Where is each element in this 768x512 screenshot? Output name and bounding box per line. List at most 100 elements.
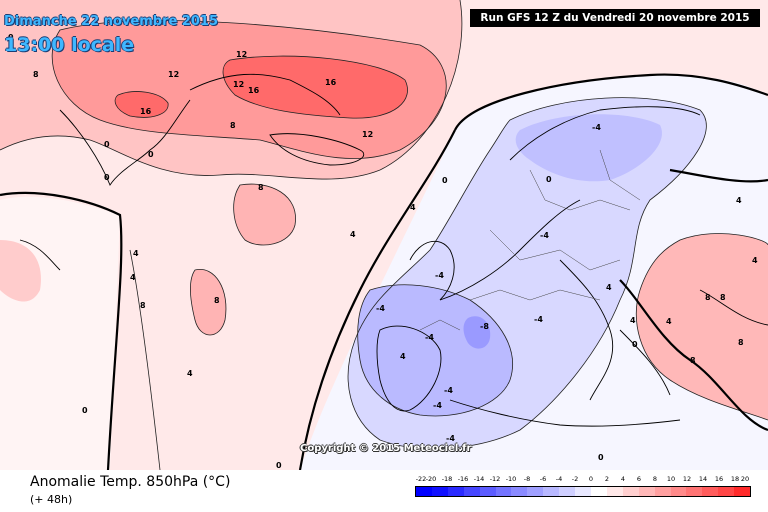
- legend-label: 2: [604, 475, 610, 483]
- contour-label: 0: [276, 461, 282, 470]
- contour-label: 4: [630, 316, 636, 325]
- copyright-watermark: Copyright © 2015 Meteociel.fr: [300, 443, 472, 454]
- contour-label: 8: [230, 121, 236, 130]
- contour-label: -4: [592, 123, 601, 132]
- legend-label: -2: [571, 475, 579, 483]
- legend-swatch: [734, 487, 751, 496]
- legend-label: -18: [441, 475, 453, 483]
- legend-label: -22: [415, 475, 427, 483]
- contour-label: 4: [666, 317, 672, 326]
- legend-swatch: [463, 487, 480, 496]
- legend-label: -14: [473, 475, 485, 483]
- map-footer: Anomalie Temp. 850hPa (°C) (+ 48h) -22 -2…: [0, 470, 768, 512]
- legend-swatch: [431, 487, 448, 496]
- legend-label: -16: [457, 475, 469, 483]
- contour-label: 0: [148, 150, 154, 159]
- contour-label: 8: [214, 296, 220, 305]
- legend-label: 6: [636, 475, 642, 483]
- legend-swatch: [670, 487, 687, 496]
- contour-label: -4: [540, 231, 549, 240]
- weather-map: 12 12 12 16 16 16 12 8 8 8 4 4 4 4 4 4 0…: [0, 0, 768, 470]
- contour-label: -4: [433, 401, 442, 410]
- legend-label: 14: [698, 475, 708, 483]
- contour-label: 12: [236, 50, 247, 59]
- legend-label: 12: [682, 475, 692, 483]
- warm-zone-west-edge: [0, 240, 41, 302]
- contour-label: 0: [82, 406, 88, 415]
- zero-isotherm: [0, 73, 768, 470]
- contour-label: 4: [133, 249, 139, 258]
- contour-label: 4: [410, 203, 416, 212]
- cold-zone-8: [463, 316, 491, 349]
- legend-label: -10: [505, 475, 517, 483]
- contour-label: -8: [480, 322, 489, 331]
- warm-zone-8-south: [190, 269, 226, 335]
- warm-zone-16: [223, 56, 408, 119]
- legend-label: 4: [620, 475, 626, 483]
- legend-swatch: [543, 487, 560, 496]
- contour-label: 16: [325, 78, 337, 87]
- contour-label: -4: [435, 271, 444, 280]
- contour-label: -4: [425, 333, 434, 342]
- legend-swatch: [654, 487, 671, 496]
- contour-label: 8: [705, 293, 711, 302]
- legend-swatch: [447, 487, 464, 496]
- contour-label: -4: [534, 315, 543, 324]
- contour-label: 4: [606, 283, 612, 292]
- legend-swatch: [686, 487, 703, 496]
- run-info-banner: Run GFS 12 Z du Vendredi 20 novembre 201…: [470, 9, 760, 27]
- legend-label: 18: [730, 475, 740, 483]
- legend-swatch: [495, 487, 512, 496]
- contour-label: 0: [632, 340, 638, 349]
- contour-labels: 12 12 12 16 16 16 12 8 8 8 4 4 4 4 4 4 0…: [8, 33, 758, 470]
- legend-label: -12: [489, 475, 501, 483]
- contour-label: 8: [33, 70, 39, 79]
- contour-label: 0: [546, 175, 552, 184]
- contour-label: -4: [446, 434, 455, 443]
- contour-label: 12: [233, 80, 244, 89]
- contour-label: 8: [690, 356, 696, 365]
- map-canvas: 12 12 12 16 16 16 12 8 8 8 4 4 4 4 4 4 0…: [0, 0, 768, 470]
- legend-swatch: [702, 487, 719, 496]
- contour-label: 0: [104, 173, 110, 182]
- legend-swatch: [606, 487, 623, 496]
- contour-label: -4: [444, 386, 453, 395]
- isotherm-lines: [0, 0, 768, 470]
- legend-label: 16: [714, 475, 724, 483]
- map-title: Anomalie Temp. 850hPa (°C): [30, 474, 231, 490]
- contour-label: 0: [104, 140, 110, 149]
- contour-label: -4: [376, 304, 385, 313]
- contour-label: 8: [258, 183, 264, 192]
- country-borders: [419, 149, 641, 331]
- legend-label: -8: [523, 475, 531, 483]
- warm-zone-east: [636, 233, 768, 420]
- legend-label: 0: [588, 475, 594, 483]
- legend-label: 10: [666, 475, 676, 483]
- legend-swatch: [622, 487, 639, 496]
- contour-label: 12: [168, 70, 179, 79]
- contour-label: 4: [187, 369, 193, 378]
- legend-swatch: [718, 487, 735, 496]
- contour-label: 4: [350, 230, 356, 239]
- contour-label: 4: [130, 273, 136, 282]
- legend-swatch: [527, 487, 544, 496]
- contour-label: 12: [362, 130, 373, 139]
- legend-swatch: [479, 487, 496, 496]
- legend-swatch: [575, 487, 591, 496]
- contour-label: 0: [8, 33, 14, 42]
- contour-label: 4: [752, 256, 758, 265]
- legend-label: 20: [740, 475, 750, 483]
- color-legend: -22 -20 -18 -16 -14 -12 -10 -8 -6 -4 -2 0 2 4 6 8 10 12 14…: [415, 475, 751, 505]
- legend-swatch: [511, 487, 528, 496]
- warm-zone-8-central: [233, 184, 296, 245]
- legend-label: -6: [539, 475, 547, 483]
- contour-label: 0: [598, 453, 604, 462]
- legend-labels: -22 -20 -18 -16 -14 -12 -10 -8 -6 -4 -2 0 2 4 6 8 10 12 14…: [415, 475, 751, 485]
- legend-swatch: [590, 487, 607, 496]
- contour-label: 8: [720, 293, 726, 302]
- contour-label: 0: [442, 176, 448, 185]
- contour-label: 16: [140, 107, 152, 116]
- cold-zone-scandinavia: [515, 114, 662, 182]
- contour-label: 4: [400, 352, 406, 361]
- contour-label: 4: [736, 196, 742, 205]
